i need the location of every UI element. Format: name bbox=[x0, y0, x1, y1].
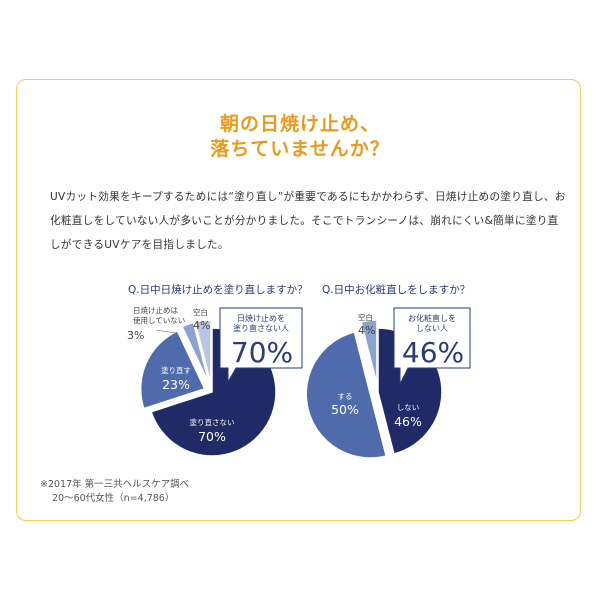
page-title-line1: 朝の日焼け止め、 bbox=[219, 113, 380, 135]
chart2-slice-2 bbox=[360, 319, 378, 385]
footnote-line2: 20〜60代女性（n=4,786） bbox=[52, 493, 175, 504]
chart1-labels: 日焼け止めは 使用していない 3% 空白 4% 塗り直す 23% 塗り直さない … bbox=[127, 305, 303, 444]
chart1-slice-3 bbox=[194, 319, 212, 385]
chart1-slice-2 bbox=[181, 321, 211, 385]
chart1-title: Q.日中日焼け止めを塗り直しますか？ bbox=[128, 284, 308, 296]
chart1-callout: 日焼け止めを 塗り直さない人 70% bbox=[219, 307, 303, 384]
content-card bbox=[16, 79, 581, 521]
chart1-leader-line bbox=[155, 329, 177, 334]
chart1-value-not-reapply: 70% bbox=[198, 429, 226, 444]
chart1-callout-value: 70% bbox=[231, 336, 293, 369]
page-title-line2: 落ちていませんか？ bbox=[210, 138, 390, 160]
chart2-callout-line1: お化粧直しを bbox=[408, 313, 456, 323]
chart2-callout-line2: しない人 bbox=[416, 324, 448, 333]
chart1-label-blank: 空白 bbox=[193, 307, 208, 317]
chart1-callout-line1: 日焼け止めを bbox=[237, 313, 285, 323]
chart2-callout-box bbox=[393, 307, 471, 385]
chart2-labels: 空白 4% する 50% しない 46% お化粧直しを しない人 46% bbox=[331, 307, 471, 429]
chart2-label-do: する bbox=[338, 392, 353, 401]
chart2-value-dont: 46% bbox=[394, 414, 422, 429]
description-line1: UVカット効果をキープするためには“塗り直し”が重要であるにもかかわらず、日焼け… bbox=[50, 191, 566, 203]
chart2-label-dont: しない bbox=[397, 403, 420, 412]
chart2-callout: お化粧直しを しない人 46% bbox=[393, 307, 471, 385]
chart2-title: Q.日中お化粧直しをしますか？ bbox=[322, 284, 471, 296]
chart1-value-blank: 4% bbox=[193, 319, 210, 332]
description-line2: 化粧直しをしていない人が多いことが分かりました。そこでトランシーノは、崩れにくい… bbox=[50, 215, 559, 227]
chart1-value-reapply: 23% bbox=[162, 377, 190, 392]
chart2-slice-1 bbox=[305, 331, 388, 459]
chart1-label-unused-line1: 日焼け止めは bbox=[133, 305, 178, 315]
chart1-callout-box bbox=[219, 307, 303, 384]
chart1-callout-line2: 塗り直さない人 bbox=[233, 323, 289, 333]
chart1-label-reapply: 塗り直す bbox=[161, 365, 191, 375]
description-line3: しができるUVケアを目指しました。 bbox=[50, 239, 229, 251]
chart1-slice-1 bbox=[139, 329, 206, 410]
chart1-value-unused: 3% bbox=[127, 329, 144, 342]
chart2-value-do: 50% bbox=[331, 402, 359, 417]
footnote-line1: ※2017年 第一三共ヘルスケア調べ bbox=[40, 479, 190, 490]
chart1-label-not-reapply: 塗り直さない bbox=[190, 417, 235, 427]
chart2-callout-value: 46% bbox=[402, 336, 464, 369]
chart2-value-blank: 4% bbox=[358, 324, 375, 337]
chart1-label-unused-line2: 使用していない bbox=[133, 315, 185, 325]
chart2-label-blank: 空白 bbox=[358, 312, 373, 322]
